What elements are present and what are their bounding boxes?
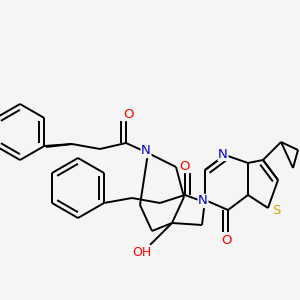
- Text: N: N: [141, 145, 151, 158]
- Text: S: S: [272, 205, 280, 218]
- Text: OH: OH: [132, 245, 152, 259]
- Text: O: O: [180, 160, 190, 172]
- Text: O: O: [221, 233, 231, 247]
- Text: O: O: [123, 107, 133, 121]
- Text: N: N: [218, 148, 228, 160]
- Text: N: N: [198, 194, 208, 208]
